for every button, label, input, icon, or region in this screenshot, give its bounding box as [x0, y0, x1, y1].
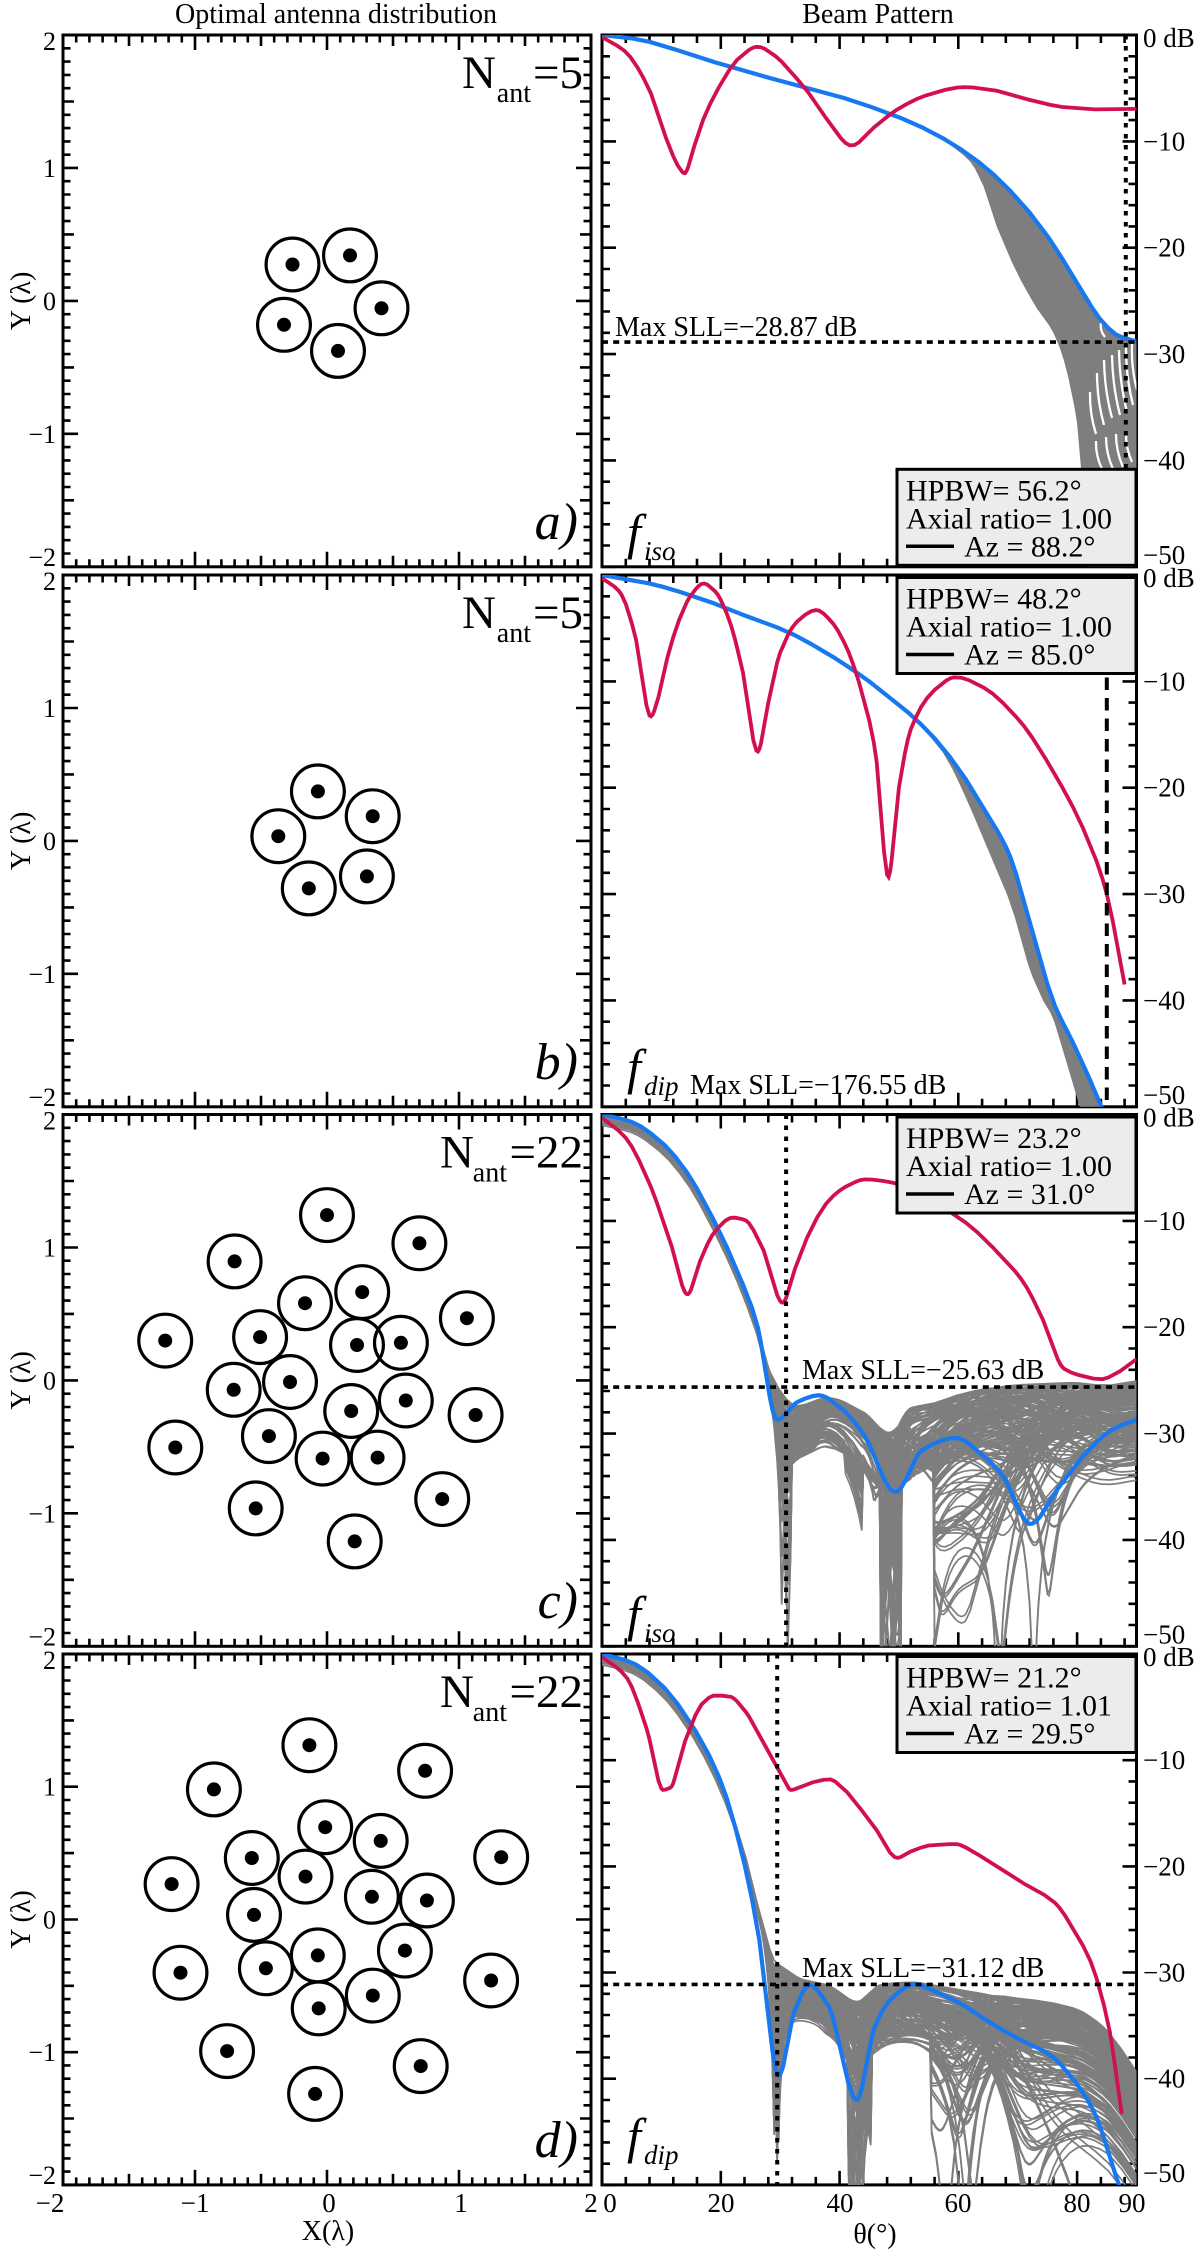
svg-text:Optimal antenna distribution: Optimal antenna distribution — [175, 0, 497, 30]
svg-text:−40: −40 — [1143, 985, 1185, 1015]
svg-text:dip: dip — [644, 1071, 679, 1101]
svg-text:20: 20 — [708, 2188, 735, 2218]
svg-text:Axial ratio= 1.01: Axial ratio= 1.01 — [906, 1690, 1112, 1723]
svg-text:ant: ant — [497, 618, 531, 649]
svg-text:0: 0 — [43, 1366, 56, 1395]
svg-text:θ(°): θ(°) — [853, 2219, 896, 2250]
svg-text:HPBW= 21.2°: HPBW= 21.2° — [906, 1662, 1082, 1695]
svg-text:Az = 31.0°: Az = 31.0° — [964, 1178, 1095, 1211]
svg-text:2: 2 — [43, 27, 56, 56]
svg-text:40: 40 — [827, 2188, 854, 2218]
svg-text:1: 1 — [43, 1234, 56, 1263]
svg-text:dip: dip — [644, 2140, 679, 2170]
svg-text:Axial ratio= 1.00: Axial ratio= 1.00 — [906, 1150, 1112, 1183]
svg-text:2: 2 — [584, 2188, 598, 2218]
svg-text:90: 90 — [1119, 2188, 1146, 2218]
svg-text:0: 0 — [603, 2188, 617, 2218]
svg-text:−20: −20 — [1143, 233, 1185, 263]
svg-text:−2: −2 — [28, 1622, 56, 1651]
svg-text:1: 1 — [43, 154, 56, 183]
svg-text:Y (λ): Y (λ) — [6, 1890, 37, 1948]
svg-text:60: 60 — [945, 2188, 972, 2218]
svg-text:0: 0 — [43, 1906, 56, 1935]
svg-text:1: 1 — [43, 694, 56, 723]
svg-text:−20: −20 — [1143, 1312, 1185, 1342]
svg-text:=5: =5 — [533, 587, 583, 639]
svg-text:N: N — [462, 47, 496, 99]
svg-text:N: N — [440, 1127, 474, 1179]
svg-text:Az = 29.5°: Az = 29.5° — [964, 1718, 1095, 1751]
svg-text:−2: −2 — [28, 1083, 56, 1112]
svg-text:iso: iso — [644, 536, 676, 566]
svg-text:HPBW= 56.2°: HPBW= 56.2° — [906, 474, 1082, 507]
svg-text:−10: −10 — [1143, 1745, 1185, 1775]
svg-text:−1: −1 — [28, 2038, 56, 2067]
svg-text:0 dB: 0 dB — [1143, 563, 1195, 593]
svg-text:−2: −2 — [36, 2188, 65, 2218]
svg-text:−30: −30 — [1143, 1419, 1185, 1449]
svg-text:Beam Pattern: Beam Pattern — [802, 0, 954, 30]
svg-text:−20: −20 — [1143, 773, 1185, 803]
svg-text:−1: −1 — [28, 960, 56, 989]
svg-text:−40: −40 — [1143, 445, 1185, 475]
svg-text:−1: −1 — [28, 1499, 56, 1528]
svg-text:2: 2 — [43, 567, 56, 596]
svg-text:2: 2 — [43, 1107, 56, 1136]
svg-text:N: N — [440, 1666, 474, 1718]
svg-text:ant: ant — [473, 1158, 507, 1189]
svg-text:0 dB: 0 dB — [1143, 1103, 1195, 1133]
svg-text:Axial ratio= 1.00: Axial ratio= 1.00 — [906, 611, 1112, 644]
svg-text:−2: −2 — [28, 2161, 56, 2190]
svg-text:0: 0 — [43, 287, 56, 316]
svg-text:HPBW= 23.2°: HPBW= 23.2° — [906, 1122, 1082, 1155]
svg-text:0 dB: 0 dB — [1143, 23, 1195, 53]
svg-text:−10: −10 — [1143, 126, 1185, 156]
svg-text:−30: −30 — [1143, 879, 1185, 909]
svg-text:a): a) — [535, 494, 578, 551]
svg-text:−20: −20 — [1143, 1851, 1185, 1881]
svg-text:−30: −30 — [1143, 339, 1185, 369]
svg-text:N: N — [462, 587, 496, 639]
svg-text:Max SLL=−28.87 dB: Max SLL=−28.87 dB — [615, 312, 857, 343]
svg-text:Y (λ): Y (λ) — [6, 812, 37, 870]
svg-text:ant: ant — [473, 1697, 507, 1728]
svg-text:Az = 88.2°: Az = 88.2° — [964, 530, 1095, 563]
svg-text:iso: iso — [644, 1618, 676, 1648]
svg-text:2: 2 — [43, 1646, 56, 1675]
svg-text:−50: −50 — [1143, 1080, 1185, 1110]
svg-text:Max SLL=−25.63 dB: Max SLL=−25.63 dB — [802, 1355, 1044, 1386]
svg-text:Y (λ): Y (λ) — [6, 272, 37, 330]
svg-text:HPBW= 48.2°: HPBW= 48.2° — [906, 583, 1082, 616]
svg-text:0: 0 — [322, 2188, 336, 2218]
svg-text:Max SLL=−176.55 dB: Max SLL=−176.55 dB — [690, 1070, 946, 1101]
svg-text:Az = 85.0°: Az = 85.0° — [964, 639, 1095, 672]
svg-text:c): c) — [538, 1573, 578, 1630]
svg-text:Y (λ): Y (λ) — [6, 1351, 37, 1409]
svg-text:−30: −30 — [1143, 1958, 1185, 1988]
svg-text:0 dB: 0 dB — [1143, 1642, 1195, 1672]
svg-text:Max SLL=−31.12 dB: Max SLL=−31.12 dB — [802, 1953, 1044, 1984]
svg-text:d): d) — [535, 2112, 578, 2169]
svg-text:−50: −50 — [1143, 1619, 1185, 1649]
svg-text:1: 1 — [43, 1773, 56, 1802]
svg-text:=22: =22 — [509, 1666, 583, 1718]
svg-text:ant: ant — [497, 78, 531, 109]
svg-text:=5: =5 — [533, 47, 583, 99]
svg-text:−1: −1 — [28, 420, 56, 449]
svg-text:1: 1 — [454, 2188, 468, 2218]
svg-text:−40: −40 — [1143, 2064, 1185, 2094]
svg-text:−50: −50 — [1143, 2158, 1185, 2188]
svg-text:X(λ): X(λ) — [302, 2216, 354, 2247]
svg-text:−10: −10 — [1143, 666, 1185, 696]
svg-text:−2: −2 — [28, 543, 56, 572]
svg-text:0: 0 — [43, 827, 56, 856]
svg-text:−40: −40 — [1143, 1525, 1185, 1555]
svg-text:b): b) — [535, 1034, 578, 1091]
svg-text:Axial ratio= 1.00: Axial ratio= 1.00 — [906, 502, 1112, 535]
svg-text:−10: −10 — [1143, 1206, 1185, 1236]
svg-text:−1: −1 — [181, 2188, 210, 2218]
svg-text:−50: −50 — [1143, 540, 1185, 570]
svg-text:80: 80 — [1064, 2188, 1091, 2218]
svg-text:=22: =22 — [509, 1127, 583, 1179]
